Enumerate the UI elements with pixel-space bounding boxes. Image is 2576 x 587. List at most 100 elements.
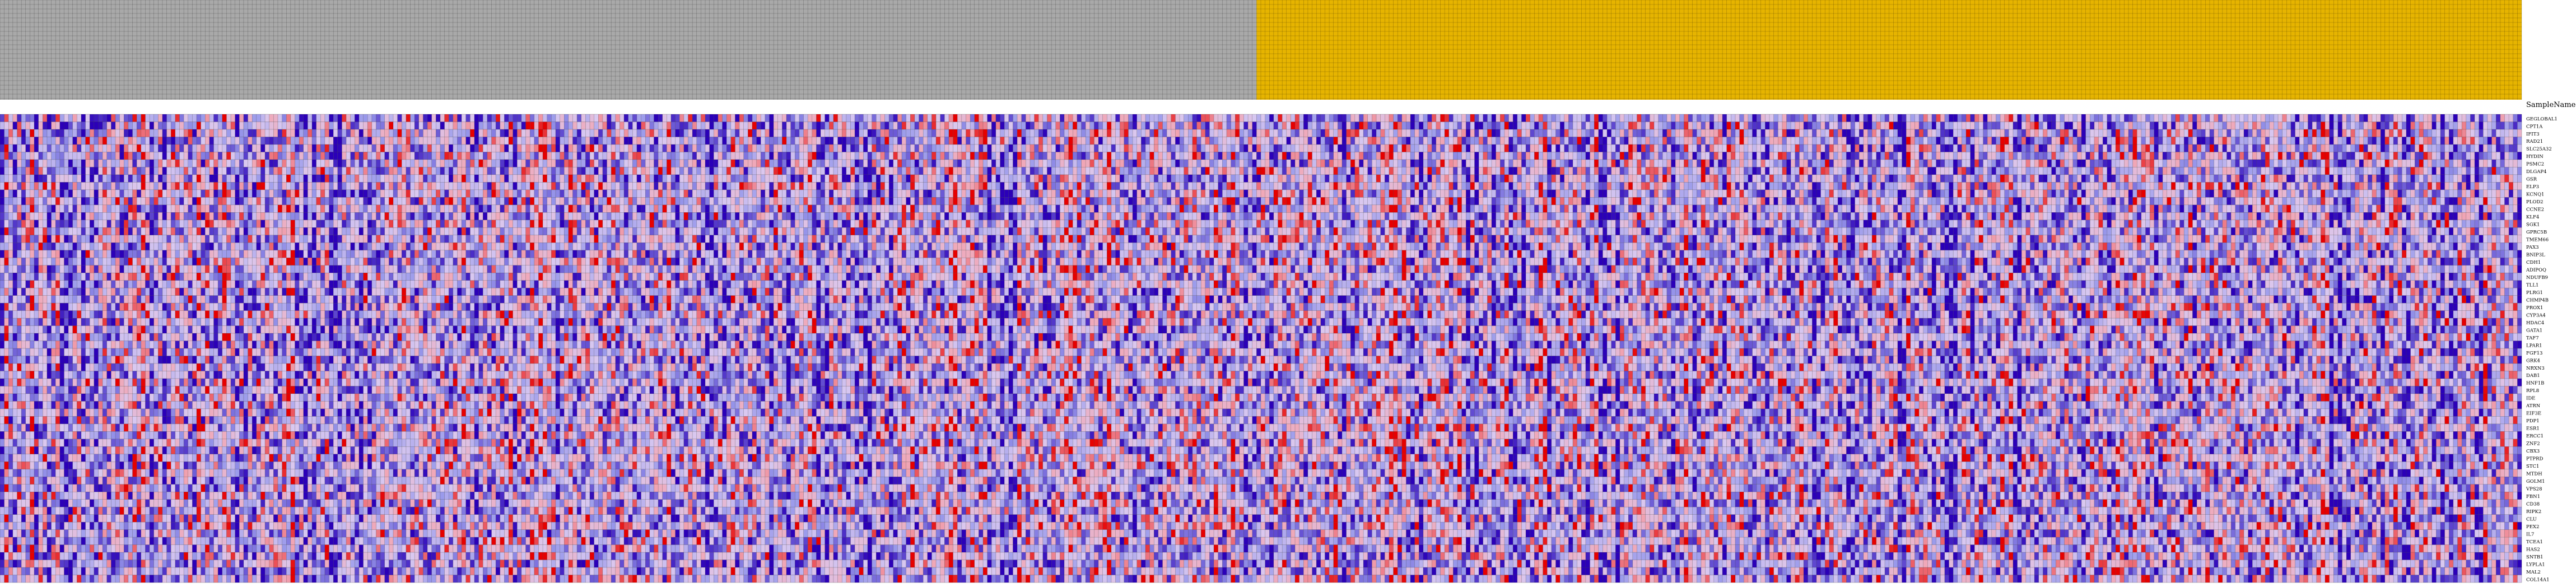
heatmap-cell <box>0 152 4 160</box>
heatmap-cell <box>953 175 958 183</box>
heatmap-cell <box>1992 129 1996 137</box>
heatmap-cell <box>1043 152 1047 160</box>
heatmap-cell <box>77 145 81 152</box>
heatmap-cell <box>2065 152 2069 160</box>
heatmap-cell <box>419 160 423 167</box>
heatmap-cell <box>1410 122 1415 129</box>
heatmap-cell <box>1197 152 1201 160</box>
heatmap-cell <box>1180 137 1184 145</box>
heatmap-cell <box>1654 152 1659 160</box>
heatmap-cell <box>1659 167 1663 175</box>
heatmap-cell <box>346 152 351 160</box>
heatmap-cell <box>1419 160 1423 167</box>
heatmap-cell <box>1966 129 1971 137</box>
heatmap-cell <box>2056 129 2060 137</box>
heatmap-cell <box>530 145 534 152</box>
heatmap-cell <box>2449 122 2453 129</box>
heatmap-cell <box>1650 145 1654 152</box>
heatmap-cell <box>765 160 770 167</box>
heatmap-cell <box>338 129 342 137</box>
heatmap-cell <box>479 160 483 167</box>
heatmap-cell <box>2470 114 2475 122</box>
heatmap-cell <box>346 160 351 167</box>
heatmap-cell <box>124 167 128 175</box>
heatmap-cell <box>897 175 902 183</box>
heatmap-cell <box>2453 122 2458 129</box>
heatmap-cell <box>1833 145 1838 152</box>
heatmap-cell <box>2500 152 2505 160</box>
heatmap-cell <box>650 145 654 152</box>
heatmap-cell <box>923 145 928 152</box>
heatmap-cell <box>1235 122 1240 129</box>
heatmap-cell <box>1350 167 1355 175</box>
heatmap-cell <box>572 152 577 160</box>
heatmap-cell <box>2171 122 2176 129</box>
heatmap-cell <box>2103 167 2107 175</box>
heatmap-cell <box>1094 152 1098 160</box>
heatmap-cell <box>1197 167 1201 175</box>
heatmap-cell <box>1248 160 1252 167</box>
heatmap-cell <box>2257 122 2261 129</box>
heatmap-cell <box>1671 122 1676 129</box>
heatmap-cell <box>1735 167 1740 175</box>
heatmap-cell <box>1133 160 1137 167</box>
heatmap-cell <box>60 145 64 152</box>
heatmap-cell <box>2513 152 2518 160</box>
heatmap-cell <box>2239 122 2244 129</box>
heatmap-cell <box>778 160 782 167</box>
heatmap-cell <box>1829 129 1834 137</box>
heatmap-cell <box>2274 167 2278 175</box>
heatmap-cell <box>915 175 919 183</box>
heatmap-cell <box>786 122 791 129</box>
heatmap-cell <box>201 129 206 137</box>
heatmap-cell <box>833 129 838 137</box>
heatmap-cell <box>1513 129 1517 137</box>
heatmap-cell <box>1599 114 1603 122</box>
heatmap-cell <box>1496 114 1501 122</box>
heatmap-cell <box>2223 160 2227 167</box>
heatmap-cell <box>128 145 133 152</box>
heatmap-cell <box>1243 114 1248 122</box>
heatmap-cell <box>68 129 73 137</box>
heatmap-cell <box>414 175 419 183</box>
heatmap-cell <box>581 167 586 175</box>
heatmap-cell <box>2504 160 2509 167</box>
heatmap-cell <box>645 145 650 152</box>
heatmap-cell <box>2052 129 2056 137</box>
heatmap-cell <box>470 145 474 152</box>
heatmap-cell <box>931 145 936 152</box>
heatmap-cell <box>1462 114 1466 122</box>
heatmap-cell <box>1394 114 1398 122</box>
heatmap-cell <box>346 129 351 137</box>
heatmap-cell <box>2321 152 2325 160</box>
heatmap-cell <box>2257 145 2261 152</box>
heatmap-cell <box>513 129 518 137</box>
heatmap-cell <box>1829 145 1834 152</box>
heatmap-cell <box>60 137 64 145</box>
heatmap-cell <box>2475 114 2479 122</box>
heatmap-cell <box>1539 152 1543 160</box>
heatmap-cell <box>1209 114 1214 122</box>
heatmap-cell <box>2492 167 2496 175</box>
heatmap-cell <box>1885 167 1889 175</box>
heatmap-cell <box>1697 122 1701 129</box>
heatmap-cell <box>2081 129 2086 137</box>
heatmap-cell <box>462 122 466 129</box>
heatmap-cell <box>1893 137 1898 145</box>
heatmap-cell <box>2517 167 2522 175</box>
heatmap-cell <box>1334 145 1338 152</box>
heatmap-cell <box>43 114 47 122</box>
heatmap-cell <box>411 129 415 137</box>
heatmap-cell <box>184 152 188 160</box>
heatmap-cell <box>2274 160 2278 167</box>
heatmap-cell <box>752 152 757 160</box>
heatmap-cell <box>910 175 915 183</box>
heatmap-cell <box>2167 114 2172 122</box>
heatmap-cell <box>1060 129 1064 137</box>
heatmap-cell <box>2304 160 2308 167</box>
heatmap-cell <box>81 129 86 137</box>
heatmap-cell <box>2235 122 2240 129</box>
heatmap-cell <box>816 122 821 129</box>
heatmap-cell <box>1487 145 1492 152</box>
heatmap-cell <box>1812 114 1816 122</box>
